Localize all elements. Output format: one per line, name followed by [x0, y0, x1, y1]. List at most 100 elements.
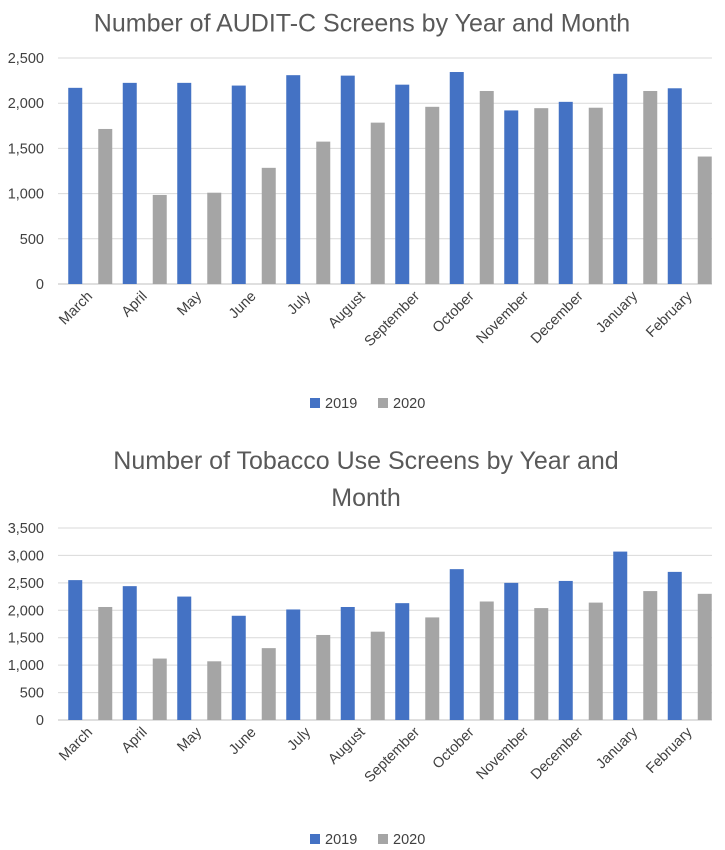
tobacco-bar-2020-september [425, 617, 440, 720]
tobacco-bar-2020-july [316, 634, 331, 720]
audit-c-chart: Number of AUDIT-C Screens by Year and Mo… [8, 10, 712, 412]
audit-c-bar-2019-january [613, 73, 628, 284]
tobacco-bar-2019-september [395, 603, 410, 720]
audit-c-bar-2020-november [534, 108, 549, 284]
tobacco-bar-2019-june [231, 615, 246, 720]
audit-c-x-tick-label: October [430, 288, 478, 336]
tobacco-bar-2020-october [479, 601, 494, 720]
tobacco-bar-2019-may [177, 596, 192, 720]
tobacco-x-tick-label: April [119, 725, 151, 757]
tobacco-bar-2019-january [613, 551, 628, 720]
audit-c-x-tick-label: August [325, 289, 368, 332]
audit-c-bar-2019-july [286, 75, 301, 285]
audit-c-bar-2019-april [122, 82, 137, 284]
tobacco-bar-2020-april [152, 658, 167, 720]
audit-c-x-tick-label: September [362, 288, 424, 350]
tobacco-bar-2019-april [122, 586, 137, 720]
tobacco-x-tick-label: July [285, 724, 315, 754]
audit-c-bar-2020-april [152, 194, 167, 284]
tobacco-legend-label-2019: 2019 [325, 832, 357, 848]
audit-c-bar-2020-august [370, 122, 385, 284]
tobacco-y-tick-label: 3,000 [8, 548, 44, 564]
audit-c-bar-2019-november [504, 110, 519, 284]
tobacco-x-tick-label: June [226, 725, 260, 759]
tobacco-x-tick-label: January [593, 724, 641, 772]
audit-c-x-tick-label: January [593, 288, 641, 336]
audit-c-bar-2019-october [449, 72, 464, 285]
tobacco-bar-2019-august [340, 606, 355, 720]
tobacco-x-tick-label: September [362, 724, 424, 786]
audit-c-bar-2020-december [588, 107, 603, 284]
audit-c-bar-2019-december [558, 101, 573, 285]
tobacco-bar-2019-july [286, 609, 301, 720]
tobacco-bar-2019-march [68, 580, 83, 720]
tobacco-bar-2020-december [588, 602, 603, 720]
tobacco-y-tick-label: 1,000 [8, 658, 44, 674]
audit-c-bar-2019-august [340, 75, 355, 285]
audit-c-bar-2019-may [177, 82, 192, 284]
audit-c-bar-2020-june [261, 167, 276, 284]
tobacco-bar-2020-january [643, 591, 658, 720]
audit-c-legend-label-2020: 2020 [393, 396, 425, 412]
audit-c-y-tick-label: 500 [20, 232, 44, 248]
audit-c-bar-2019-june [231, 85, 246, 285]
audit-c-y-tick-label: 1,000 [8, 187, 44, 203]
tobacco-bar-2020-june [261, 648, 276, 720]
tobacco-y-tick-label: 2,500 [8, 576, 44, 592]
tobacco-bar-2020-november [534, 608, 549, 720]
tobacco-bar-2020-may [207, 661, 222, 720]
audit-c-x-tick-label: April [119, 289, 151, 321]
audit-c-bar-2020-september [425, 106, 440, 284]
tobacco-bar-2020-march [98, 606, 113, 720]
tobacco-use-chart: Number of Tobacco Use Screens by Year an… [8, 447, 712, 848]
tobacco-legend-swatch-2020 [378, 834, 388, 844]
audit-c-x-tick-label: March [56, 289, 96, 329]
audit-c-y-tick-label: 2,000 [8, 96, 44, 112]
tobacco-bar-2020-august [370, 631, 385, 720]
tobacco-x-tick-label: February [643, 724, 696, 777]
audit-c-x-tick-label: November [473, 288, 532, 347]
audit-c-bar-2020-march [98, 128, 113, 284]
audit-c-legend-label-2019: 2019 [325, 396, 357, 412]
tobacco-legend-label-2020: 2020 [393, 832, 425, 848]
audit-c-bar-2020-may [207, 192, 222, 284]
tobacco-chart-title: Number of Tobacco Use Screens by Year an… [113, 447, 618, 512]
tobacco-y-tick-label: 0 [36, 713, 44, 729]
audit-c-x-tick-label: June [226, 289, 260, 323]
tobacco-bar-2019-october [449, 569, 464, 720]
tobacco-x-tick-label: August [325, 725, 368, 768]
audit-c-x-tick-label: February [643, 288, 696, 341]
audit-c-y-tick-label: 2,500 [8, 51, 44, 67]
tobacco-bar-2019-december [558, 580, 573, 720]
tobacco-legend-swatch-2019 [310, 834, 320, 844]
tobacco-bar-2019-november [504, 582, 519, 720]
audit-c-x-tick-label: May [174, 288, 205, 319]
audit-c-legend-swatch-2020 [378, 398, 388, 408]
audit-c-y-tick-label: 1,500 [8, 141, 44, 157]
audit-c-legend-swatch-2019 [310, 398, 320, 408]
tobacco-x-tick-label: May [174, 724, 205, 755]
audit-c-bar-2019-march [68, 87, 83, 284]
tobacco-y-tick-label: 1,500 [8, 631, 44, 647]
tobacco-x-tick-label: October [430, 724, 478, 772]
audit-c-x-tick-label: July [285, 288, 315, 318]
tobacco-y-tick-label: 3,500 [8, 521, 44, 537]
tobacco-x-tick-label: March [56, 725, 96, 765]
audit-c-bar-2020-january [643, 90, 658, 284]
tobacco-y-tick-label: 2,000 [8, 603, 44, 619]
tobacco-x-tick-label: December [528, 724, 587, 783]
audit-c-y-tick-label: 0 [36, 277, 44, 293]
tobacco-bar-2020-february [697, 593, 712, 720]
audit-c-bar-2020-february [697, 156, 712, 284]
audit-c-bar-2019-september [395, 84, 410, 284]
audit-c-chart-title: Number of AUDIT-C Screens by Year and Mo… [94, 10, 630, 38]
audit-c-bar-2020-july [316, 141, 331, 284]
tobacco-y-tick-label: 500 [20, 686, 44, 702]
audit-c-bar-2019-february [667, 88, 682, 284]
audit-c-bar-2020-october [479, 90, 494, 284]
tobacco-bar-2019-february [667, 571, 682, 720]
audit-c-x-tick-label: December [528, 288, 587, 347]
tobacco-x-tick-label: November [473, 724, 532, 783]
